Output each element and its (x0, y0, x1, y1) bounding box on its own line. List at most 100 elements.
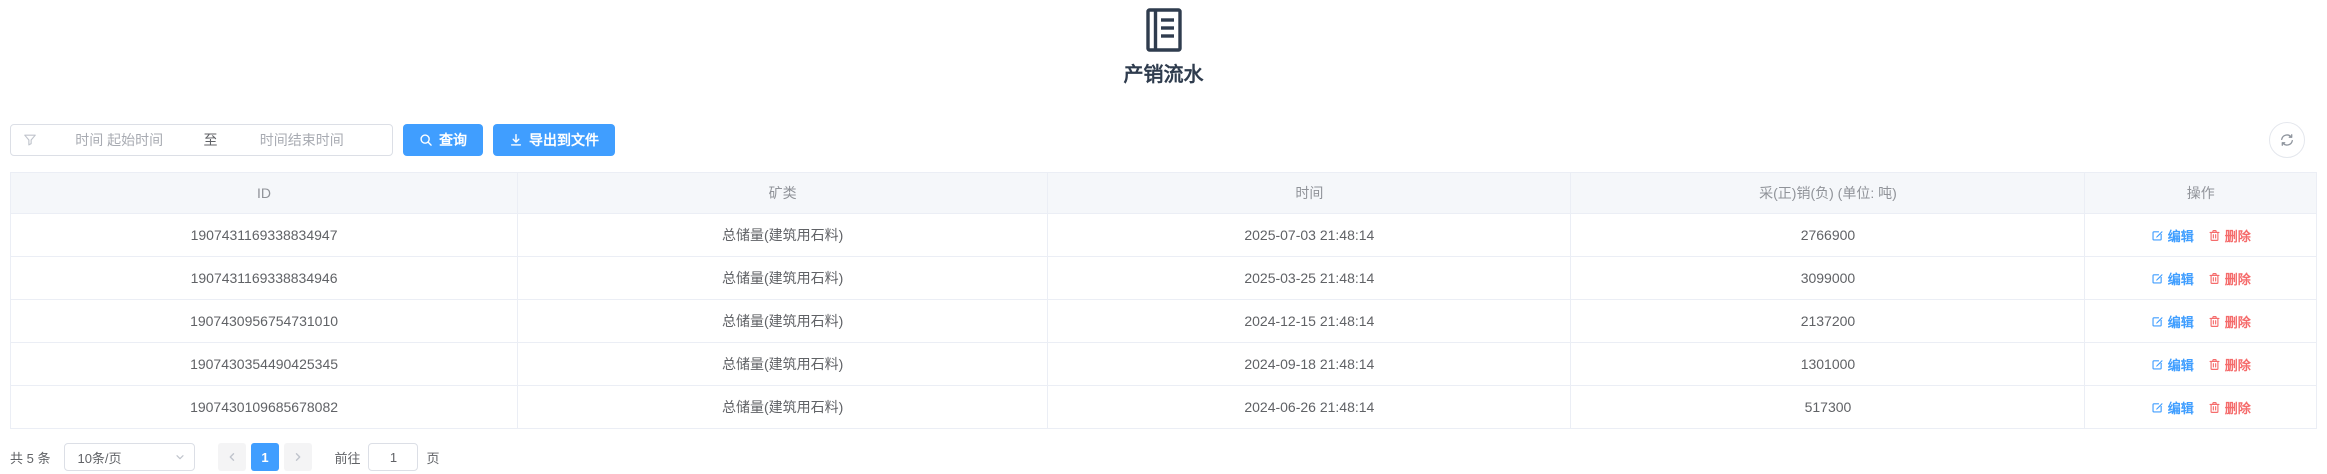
trash-icon (2208, 401, 2221, 414)
cell-time: 2024-09-18 21:48:14 (1048, 343, 1572, 385)
prev-page-button[interactable] (217, 443, 246, 471)
export-button-label: 导出到文件 (529, 132, 599, 148)
cell-actions: 编辑 删除 (2085, 257, 2316, 299)
refresh-button[interactable] (2269, 122, 2305, 158)
table-row: 1907431169338834946 总储量(建筑用石料) 2025-03-2… (11, 257, 2316, 300)
cell-amount: 2137200 (1571, 300, 2086, 342)
table-header: ID 矿类 时间 采(正)销(负) (单位: 吨) 操作 (11, 173, 2316, 214)
table-body: 1907431169338834947 总储量(建筑用石料) 2025-07-0… (11, 214, 2316, 428)
cell-type: 总储量(建筑用石料) (518, 214, 1049, 256)
page-header: 产销流水 (0, 0, 2327, 88)
chevron-right-icon (292, 451, 304, 463)
cell-id: 1907430109685678082 (11, 386, 519, 428)
column-header-type: 矿类 (518, 173, 1049, 213)
delete-button-label: 删除 (2224, 400, 2251, 416)
edit-button-label: 编辑 (2167, 314, 2194, 330)
date-start-input[interactable]: 时间 起始时间 (75, 132, 164, 148)
column-header-actions: 操作 (2186, 185, 2215, 201)
records-table: ID 矿类 时间 采(正)销(负) (单位: 吨) 操作 19074311693… (10, 172, 2317, 429)
edit-button[interactable]: 编辑 (2151, 269, 2194, 288)
cell-type: 总储量(建筑用石料) (518, 343, 1049, 385)
goto-page: 前往 页 (334, 443, 440, 471)
trash-icon (2208, 358, 2221, 371)
table-row: 1907431169338834947 总储量(建筑用石料) 2025-07-0… (11, 214, 2316, 257)
edit-pen-icon (2151, 272, 2164, 285)
export-button[interactable]: 导出到文件 (493, 124, 615, 156)
goto-label: 前往 (334, 450, 361, 466)
edit-button-label: 编辑 (2167, 400, 2194, 416)
table-row: 1907430354490425345 总储量(建筑用石料) 2024-09-1… (11, 343, 2316, 386)
column-header-amount: 采(正)销(负) (单位: 吨) (1571, 173, 2086, 213)
goto-page-input[interactable] (368, 443, 419, 471)
edit-pen-icon (2151, 315, 2164, 328)
column-header-id: ID (11, 173, 519, 213)
delete-button-label: 删除 (2224, 357, 2251, 373)
table-header-row: ID 矿类 时间 采(正)销(负) (单位: 吨) 操作 (11, 173, 2316, 214)
edit-button[interactable]: 编辑 (2151, 226, 2194, 245)
cell-id: 1907431169338834946 (11, 257, 519, 299)
toolbar: 时间 起始时间 至 时间结束时间 查询 导出到文件 (10, 122, 2317, 158)
delete-button[interactable]: 删除 (2208, 355, 2251, 374)
table-row: 1907430109685678082 总储量(建筑用石料) 2024-06-2… (11, 386, 2316, 428)
cell-type: 总储量(建筑用石料) (518, 300, 1049, 342)
cell-actions: 编辑 删除 (2085, 343, 2316, 385)
edit-button[interactable]: 编辑 (2151, 312, 2194, 331)
delete-button-label: 删除 (2224, 271, 2251, 287)
cell-actions: 编辑 删除 (2085, 386, 2316, 428)
edit-button-label: 编辑 (2167, 357, 2194, 373)
page-title: 产销流水 (1123, 64, 1204, 86)
pagination-total: 共 5 条 (10, 450, 51, 466)
cell-amount: 2766900 (1571, 214, 2086, 256)
page-size-value: 10条/页 (77, 450, 122, 466)
chevron-left-icon (226, 451, 238, 463)
next-page-button[interactable] (283, 443, 312, 471)
column-header-time: 时间 (1048, 173, 1572, 213)
cell-type: 总储量(建筑用石料) (518, 257, 1049, 299)
page-size-select[interactable]: 10条/页 (64, 443, 196, 471)
cell-actions: 编辑 删除 (2085, 300, 2316, 342)
delete-button-label: 删除 (2224, 228, 2251, 244)
cell-time: 2025-07-03 21:48:14 (1048, 214, 1572, 256)
chevron-down-icon (174, 451, 186, 463)
query-button-label: 查询 (439, 132, 467, 148)
delete-button[interactable]: 删除 (2208, 398, 2251, 417)
query-button[interactable]: 查询 (403, 124, 483, 156)
pagination-bar: 共 5 条 10条/页 1 前往 页 (10, 443, 2317, 471)
search-icon (419, 133, 433, 147)
trash-icon (2208, 229, 2221, 242)
trash-icon (2208, 315, 2221, 328)
page-number-1[interactable]: 1 (250, 443, 279, 471)
trash-icon (2208, 272, 2221, 285)
edit-button[interactable]: 编辑 (2151, 355, 2194, 374)
edit-pen-icon (2151, 229, 2164, 242)
cell-id: 1907430956754731010 (11, 300, 519, 342)
edit-pen-icon (2151, 358, 2164, 371)
cell-amount: 517300 (1571, 386, 2086, 428)
notebook-icon (1145, 8, 1183, 52)
funnel-icon (23, 133, 37, 147)
cell-time: 2025-03-25 21:48:14 (1048, 257, 1572, 299)
cell-time: 2024-12-15 21:48:14 (1048, 300, 1572, 342)
refresh-icon (2279, 132, 2295, 148)
cell-time: 2024-06-26 21:48:14 (1048, 386, 1572, 428)
page-unit-label: 页 (426, 450, 440, 466)
date-range-separator: 至 (203, 132, 218, 148)
cell-type: 总储量(建筑用石料) (518, 386, 1049, 428)
cell-actions: 编辑 删除 (2085, 214, 2316, 256)
date-range-picker[interactable]: 时间 起始时间 至 时间结束时间 (10, 124, 393, 156)
delete-button[interactable]: 删除 (2208, 269, 2251, 288)
download-icon (509, 133, 523, 147)
cell-id: 1907430354490425345 (11, 343, 519, 385)
cell-id: 1907431169338834947 (11, 214, 519, 256)
delete-button[interactable]: 删除 (2208, 312, 2251, 331)
delete-button[interactable]: 删除 (2208, 226, 2251, 245)
edit-button-label: 编辑 (2167, 228, 2194, 244)
cell-amount: 1301000 (1571, 343, 2086, 385)
edit-button[interactable]: 编辑 (2151, 398, 2194, 417)
edit-button-label: 编辑 (2167, 271, 2194, 287)
delete-button-label: 删除 (2224, 314, 2251, 330)
table-row: 1907430956754731010 总储量(建筑用石料) 2024-12-1… (11, 300, 2316, 343)
cell-amount: 3099000 (1571, 257, 2086, 299)
date-end-input[interactable]: 时间结束时间 (259, 132, 344, 148)
edit-pen-icon (2151, 401, 2164, 414)
